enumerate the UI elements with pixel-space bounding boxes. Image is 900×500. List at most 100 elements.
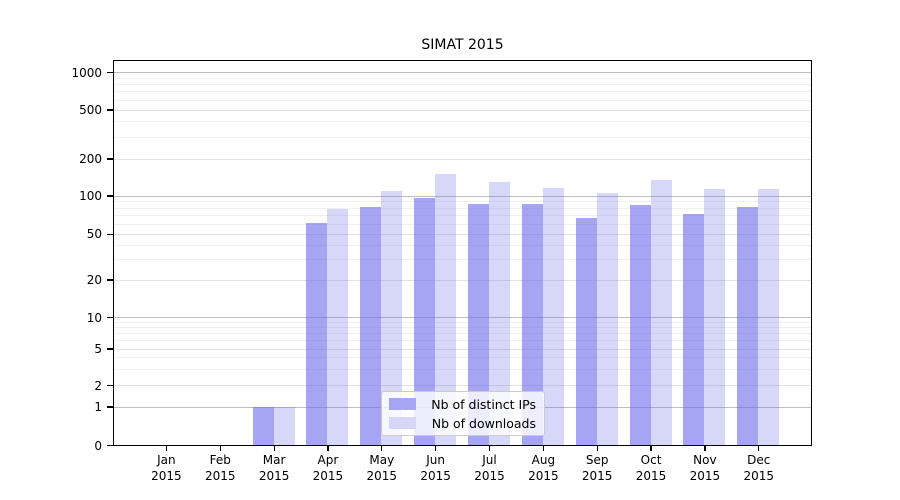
gridline-y-700 [113, 91, 812, 93]
x-tick-label-oct: Oct 2015 [635, 453, 667, 483]
y-tick-mark-1000 [107, 72, 113, 74]
y-tick-label-100: 100 [79, 189, 102, 203]
x-tick-label-apr: Apr 2015 [312, 453, 344, 483]
gridline-y-7 [113, 333, 812, 335]
chart-title: SIMAT 2015 [421, 37, 504, 53]
x-tick-mark-apr [327, 445, 329, 451]
bar-downloads-nov [704, 188, 726, 446]
x-tick-mark-aug [542, 445, 545, 451]
legend-item-downloads: Nb of downloads [389, 415, 536, 431]
y-tick-label-1: 1 [94, 400, 102, 414]
gridline-y-6 [113, 340, 812, 342]
bar-downloads-oct [650, 180, 672, 446]
x-tick-label-may: May 2015 [366, 453, 398, 483]
gridline-y-10 [113, 317, 812, 318]
gridline-y-8 [113, 327, 812, 329]
gridline-y-300 [113, 136, 812, 138]
y-tick-label-2: 2 [94, 378, 102, 393]
bar-downloads-jun [435, 174, 457, 446]
legend-label-downloads: Nb of downloads [431, 415, 536, 431]
gridline-y-400 [113, 121, 812, 123]
x-tick-mark-jun [435, 445, 437, 451]
bar-ips-jun [414, 198, 436, 446]
gridline-y-50 [113, 233, 812, 235]
gridline-y-5 [113, 348, 812, 350]
gridline-y-3 [113, 368, 812, 370]
gridline-y-2 [113, 385, 812, 387]
x-tick-label-jan: Jan 2015 [151, 453, 182, 483]
x-tick-label-jul: Jul 2015 [474, 453, 505, 483]
y-tick-mark-50 [107, 233, 113, 235]
x-tick-mark-jan [165, 445, 168, 451]
y-tick-mark-2 [107, 385, 113, 387]
bar-ips-apr [306, 223, 328, 446]
gridline-y-600 [113, 99, 812, 101]
y-tick-mark-20 [107, 279, 113, 281]
bar-downloads-aug [542, 188, 564, 446]
y-tick-mark-0 [107, 444, 113, 447]
x-tick-mark-jul [488, 445, 491, 451]
bar-downloads-may [381, 190, 403, 446]
legend: Nb of distinct IPs Nb of downloads [381, 391, 545, 436]
y-tick-label-10: 10 [86, 310, 102, 325]
bar-downloads-apr [327, 209, 349, 446]
x-tick-mark-may [381, 445, 383, 451]
gridline-y-40 [113, 244, 812, 246]
x-tick-mark-mar [273, 445, 275, 451]
bar-ips-sep [575, 218, 597, 446]
x-tick-mark-nov [704, 445, 706, 451]
gridline-y-4 [113, 357, 812, 359]
x-tick-mark-oct [650, 445, 652, 451]
bar-ips-may [360, 206, 382, 446]
bar-ips-nov [683, 214, 705, 446]
bar-ips-dec [737, 206, 759, 446]
y-tick-label-0: 0 [94, 438, 102, 453]
gridline-y-30 [113, 259, 812, 261]
gridline-y-9 [113, 321, 812, 323]
y-tick-label-20: 20 [86, 273, 102, 287]
x-tick-label-sep: Sep 2015 [581, 453, 613, 483]
x-tick-label-mar: Mar 2015 [258, 453, 290, 483]
legend-swatch-downloads [389, 417, 416, 429]
bar-ips-jul [468, 203, 489, 446]
y-tick-label-5: 5 [94, 342, 102, 356]
x-tick-label-nov: Nov 2015 [689, 453, 721, 483]
bar-ips-mar [252, 407, 274, 446]
y-tick-label-200: 200 [79, 152, 102, 166]
y-tick-mark-500 [107, 109, 113, 111]
legend-label-distinct-ips: Nb of distinct IPs [431, 396, 536, 412]
y-tick-mark-1 [107, 406, 113, 408]
x-tick-label-dec: Dec 2015 [743, 453, 775, 483]
gridline-y-70 [113, 215, 812, 217]
y-tick-label-1000: 1000 [71, 65, 102, 80]
x-tick-label-aug: Aug 2015 [528, 453, 559, 483]
bar-ips-oct [629, 204, 651, 446]
y-tick-mark-100 [107, 195, 113, 197]
y-tick-label-50: 50 [86, 227, 102, 242]
bar-downloads-sep [596, 193, 618, 446]
gridline-y-900 [113, 77, 812, 79]
x-tick-label-feb: Feb 2015 [204, 453, 236, 483]
y-tick-mark-5 [107, 348, 113, 350]
gridline-y-200 [113, 158, 812, 160]
gridline-y-20 [113, 279, 812, 281]
gridline-y-60 [113, 223, 812, 225]
gridline-y-80 [113, 207, 812, 209]
y-tick-label-500: 500 [79, 103, 102, 117]
x-tick-label-jun: Jun 2015 [420, 453, 451, 483]
legend-item-distinct-ips: Nb of distinct IPs [389, 396, 536, 412]
gridline-y-90 [113, 201, 812, 203]
x-tick-mark-dec [758, 445, 760, 451]
bar-downloads-dec [758, 189, 780, 446]
bar-downloads-jul [489, 181, 510, 446]
y-tick-mark-200 [107, 158, 113, 160]
x-tick-mark-feb [219, 445, 221, 451]
gridline-y-500 [113, 109, 812, 111]
gridline-y-800 [113, 84, 812, 86]
y-tick-mark-10 [107, 316, 113, 319]
legend-swatch-distinct-ips [389, 398, 416, 410]
gridline-y-100 [113, 195, 812, 197]
gridline-y-1000 [113, 72, 812, 74]
x-tick-mark-sep [596, 445, 598, 451]
